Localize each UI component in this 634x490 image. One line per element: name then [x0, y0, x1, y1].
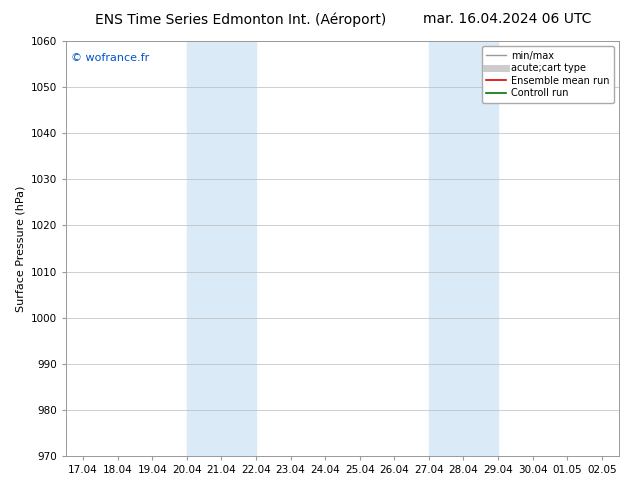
Text: mar. 16.04.2024 06 UTC: mar. 16.04.2024 06 UTC — [423, 12, 592, 26]
Text: © wofrance.fr: © wofrance.fr — [72, 53, 150, 64]
Y-axis label: Surface Pressure (hPa): Surface Pressure (hPa) — [15, 185, 25, 312]
Text: ENS Time Series Edmonton Int. (Aéroport): ENS Time Series Edmonton Int. (Aéroport) — [95, 12, 387, 27]
Bar — [187, 41, 256, 456]
Bar — [429, 41, 498, 456]
Legend: min/max, acute;cart type, Ensemble mean run, Controll run: min/max, acute;cart type, Ensemble mean … — [482, 46, 614, 103]
